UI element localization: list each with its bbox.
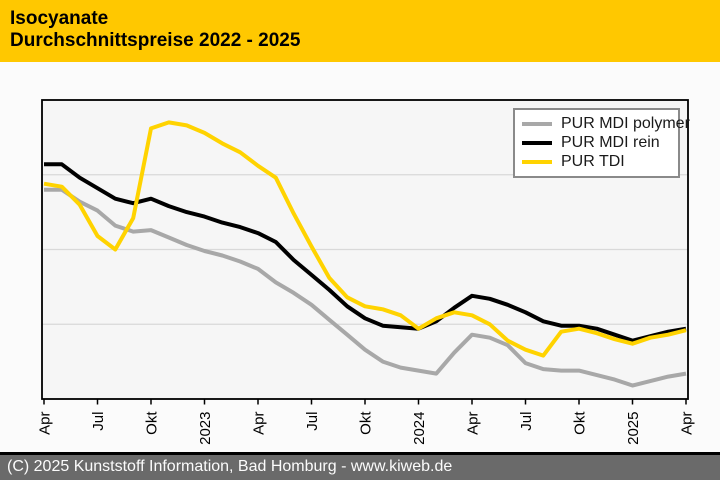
x-tick-label: 2025 <box>625 412 642 445</box>
copyright-text: (C) 2025 Kunststoff Information, Bad Hom… <box>7 458 453 475</box>
legend-label: PUR MDI polymer <box>561 114 690 132</box>
series-line-pur-mdi-polymer <box>44 187 687 388</box>
x-tick-label: Jul <box>90 412 107 431</box>
legend-line-swatch <box>522 159 552 164</box>
x-tick-label: 2023 <box>197 412 214 445</box>
x-tick-label: Okt <box>358 411 375 435</box>
report-header: Isocyanate Durchschnittspreise 2022 - 20… <box>0 0 720 62</box>
legend-label: PUR TDI <box>561 152 625 170</box>
x-tick-label: Jul <box>304 412 321 431</box>
x-tick-label: Apr <box>37 411 54 434</box>
legend-line-swatch <box>522 121 552 126</box>
legend-label: PUR MDI rein <box>561 133 660 151</box>
x-tick-label: Jul <box>518 412 535 431</box>
x-tick-label: Apr <box>465 411 482 434</box>
series-line-pur-tdi <box>43 120 687 358</box>
x-tick-label: 2024 <box>411 412 428 445</box>
report-footer: (C) 2025 Kunststoff Information, Bad Hom… <box>0 452 720 480</box>
legend-entry-pur-tdi: PUR TDI <box>520 152 674 171</box>
page-subtitle: Durchschnittspreise 2022 - 2025 <box>10 30 301 51</box>
page-title: Isocyanate <box>10 8 109 29</box>
chart-legend: PUR MDI polymer PUR MDI rein PUR TDI <box>513 108 690 178</box>
x-tick-label: Okt <box>144 411 161 435</box>
x-tick-label: Okt <box>572 411 589 435</box>
legend-line-swatch <box>522 140 552 145</box>
x-tick-label: Apr <box>251 411 268 434</box>
chart-area: Apr Jul Okt 2023 Apr Jul Okt 2024 Apr Jul Okt 2025 A… <box>0 62 720 452</box>
x-tick-label: Apr <box>679 411 696 434</box>
legend-entry-pur-mdi-polymer: PUR MDI polymer <box>520 114 690 133</box>
legend-entry-pur-mdi-rein: PUR MDI rein <box>520 133 674 152</box>
series-line-pur-mdi-rein <box>44 162 687 343</box>
